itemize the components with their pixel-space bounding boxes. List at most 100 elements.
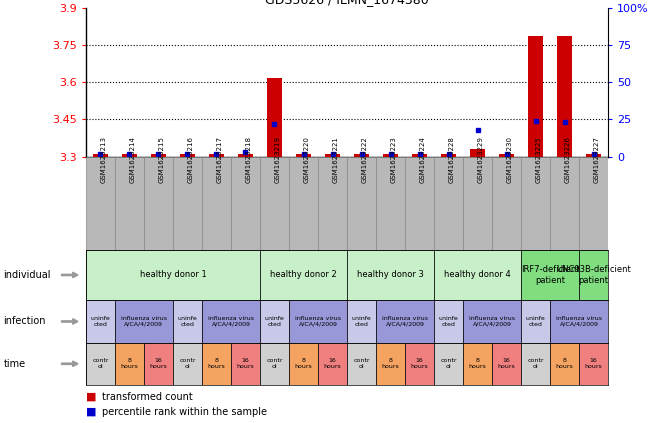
Bar bbox=[528, 36, 543, 157]
Text: uninfe
cted: uninfe cted bbox=[525, 316, 545, 327]
Text: influenza virus
A/CA/4/2009: influenza virus A/CA/4/2009 bbox=[208, 316, 254, 327]
Text: UNC93B-deficient
patient: UNC93B-deficient patient bbox=[557, 265, 631, 285]
Bar bbox=[202, 343, 231, 385]
Text: IRF7-deficient
patient: IRF7-deficient patient bbox=[521, 265, 579, 285]
Bar bbox=[86, 300, 115, 343]
Text: influenza virus
A/CA/4/2009: influenza virus A/CA/4/2009 bbox=[382, 316, 428, 327]
Bar bbox=[289, 300, 347, 343]
Text: GSM1623220: GSM1623220 bbox=[303, 136, 309, 183]
Text: 16
hours: 16 hours bbox=[410, 358, 428, 369]
Text: GSM1623216: GSM1623216 bbox=[188, 136, 194, 183]
Bar bbox=[202, 157, 231, 250]
Bar bbox=[115, 157, 144, 250]
Text: contr
ol: contr ol bbox=[92, 358, 108, 369]
Text: time: time bbox=[3, 359, 25, 369]
Bar bbox=[405, 343, 434, 385]
Bar bbox=[325, 154, 340, 157]
Bar bbox=[93, 154, 108, 157]
Text: 16
hours: 16 hours bbox=[498, 358, 516, 369]
Text: healthy donor 2: healthy donor 2 bbox=[270, 270, 337, 280]
Text: GSM1623226: GSM1623226 bbox=[564, 136, 570, 183]
Bar bbox=[471, 149, 485, 157]
Text: uninfe
cted: uninfe cted bbox=[178, 316, 198, 327]
Text: GSM1623218: GSM1623218 bbox=[245, 136, 251, 183]
Bar bbox=[202, 300, 260, 343]
Bar bbox=[347, 343, 376, 385]
Text: influenza virus
A/CA/4/2009: influenza virus A/CA/4/2009 bbox=[469, 316, 515, 327]
Bar bbox=[463, 157, 492, 250]
Text: 8
hours: 8 hours bbox=[556, 358, 574, 369]
Bar bbox=[115, 300, 173, 343]
Bar bbox=[173, 343, 202, 385]
Text: influenza virus
A/CA/4/2009: influenza virus A/CA/4/2009 bbox=[295, 316, 341, 327]
Text: GSM1623229: GSM1623229 bbox=[478, 136, 484, 183]
Text: 8
hours: 8 hours bbox=[295, 358, 313, 369]
Bar bbox=[521, 250, 579, 300]
Bar bbox=[550, 343, 579, 385]
Bar bbox=[289, 157, 318, 250]
Text: 16
hours: 16 hours bbox=[149, 358, 167, 369]
Text: healthy donor 1: healthy donor 1 bbox=[139, 270, 206, 280]
Text: GSM1623227: GSM1623227 bbox=[594, 136, 600, 183]
Bar bbox=[376, 157, 405, 250]
Bar bbox=[499, 154, 514, 157]
Bar bbox=[296, 154, 311, 157]
Bar bbox=[151, 154, 166, 157]
Bar bbox=[267, 77, 282, 157]
Title: GDS5626 / ILMN_1674380: GDS5626 / ILMN_1674380 bbox=[265, 0, 429, 6]
Text: contr
ol: contr ol bbox=[353, 358, 369, 369]
Bar bbox=[173, 157, 202, 250]
Text: GSM1623219: GSM1623219 bbox=[274, 136, 280, 183]
Text: contr
ol: contr ol bbox=[527, 358, 544, 369]
Bar bbox=[86, 343, 115, 385]
Text: GSM1623224: GSM1623224 bbox=[420, 136, 426, 183]
Bar bbox=[289, 343, 318, 385]
Text: GSM1623214: GSM1623214 bbox=[130, 136, 136, 183]
Text: 16
hours: 16 hours bbox=[324, 358, 341, 369]
Text: uninfe
cted: uninfe cted bbox=[439, 316, 459, 327]
Text: contr
ol: contr ol bbox=[440, 358, 457, 369]
Bar bbox=[347, 250, 434, 300]
Bar bbox=[434, 300, 463, 343]
Text: percentile rank within the sample: percentile rank within the sample bbox=[102, 407, 268, 417]
Bar bbox=[434, 250, 521, 300]
Text: GSM1623223: GSM1623223 bbox=[391, 136, 397, 183]
Bar bbox=[260, 300, 289, 343]
Bar bbox=[144, 343, 173, 385]
Text: contr
ol: contr ol bbox=[179, 358, 196, 369]
Bar bbox=[405, 157, 434, 250]
Text: GSM1623215: GSM1623215 bbox=[159, 136, 165, 183]
Bar bbox=[521, 343, 550, 385]
Bar bbox=[180, 154, 195, 157]
Bar bbox=[115, 343, 144, 385]
Bar bbox=[260, 343, 289, 385]
Text: uninfe
cted: uninfe cted bbox=[352, 316, 371, 327]
Bar bbox=[122, 154, 137, 157]
Text: GSM1623213: GSM1623213 bbox=[100, 136, 106, 183]
Text: GSM1623230: GSM1623230 bbox=[506, 136, 512, 183]
Bar bbox=[412, 154, 427, 157]
Bar bbox=[550, 300, 608, 343]
Text: 8
hours: 8 hours bbox=[120, 358, 138, 369]
Text: 8
hours: 8 hours bbox=[381, 358, 399, 369]
Bar bbox=[318, 157, 347, 250]
Bar bbox=[376, 343, 405, 385]
Bar bbox=[579, 157, 608, 250]
Text: GSM1623225: GSM1623225 bbox=[535, 136, 541, 183]
Text: 8
hours: 8 hours bbox=[469, 358, 486, 369]
Bar bbox=[86, 250, 260, 300]
Bar bbox=[318, 343, 347, 385]
Text: influenza virus
A/CA/4/2009: influenza virus A/CA/4/2009 bbox=[556, 316, 602, 327]
Bar bbox=[347, 157, 376, 250]
Bar bbox=[586, 154, 601, 157]
Text: contr
ol: contr ol bbox=[266, 358, 283, 369]
Bar bbox=[238, 154, 253, 157]
Bar bbox=[144, 157, 173, 250]
Text: 16
hours: 16 hours bbox=[585, 358, 602, 369]
Text: uninfe
cted: uninfe cted bbox=[264, 316, 284, 327]
Bar bbox=[521, 300, 550, 343]
Bar bbox=[231, 157, 260, 250]
Text: infection: infection bbox=[3, 316, 46, 327]
Text: GSM1623221: GSM1623221 bbox=[332, 136, 338, 183]
Bar bbox=[434, 157, 463, 250]
